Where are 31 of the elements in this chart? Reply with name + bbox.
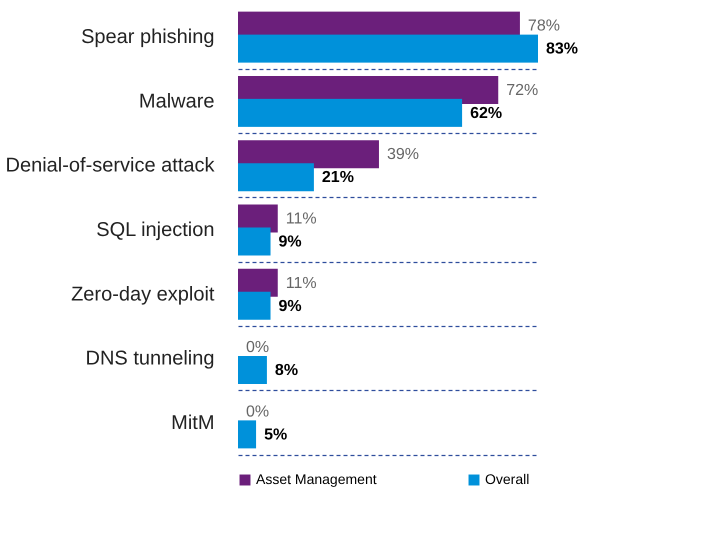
- data-label: 11%: [286, 274, 317, 292]
- data-label: 5%: [264, 426, 288, 444]
- data-label: 0%: [246, 403, 270, 420]
- data-label: 9%: [278, 233, 302, 250]
- bar: [238, 140, 379, 168]
- data-label: 72%: [506, 82, 538, 99]
- y-tick-label: MitM: [171, 412, 214, 434]
- bar: [238, 98, 462, 127]
- y-tick-label: Zero-day exploit: [71, 283, 215, 306]
- data-label: 21%: [322, 169, 354, 186]
- legend-label: Overall: [485, 471, 530, 487]
- y-tick-label: Spear phishing: [81, 26, 214, 48]
- bar: [238, 227, 271, 256]
- bar: [238, 420, 256, 448]
- bar: [238, 163, 314, 192]
- data-label: 0%: [246, 339, 270, 356]
- data-label: 9%: [278, 298, 302, 315]
- bar: [238, 356, 267, 384]
- legend-label: Asset Management: [256, 471, 377, 487]
- y-tick-label: DNS tunneling: [86, 348, 214, 370]
- y-tick-label: Denial-of-service attack: [6, 154, 216, 177]
- data-label: 39%: [386, 146, 419, 164]
- data-label: 11%: [286, 210, 317, 228]
- y-tick-label: Malware: [138, 90, 214, 112]
- data-label: 8%: [274, 362, 298, 380]
- data-label: 78%: [528, 18, 560, 35]
- bar: [238, 292, 271, 320]
- data-label: 83%: [546, 40, 578, 58]
- data-label: 62%: [470, 104, 502, 122]
- bar: [238, 34, 538, 63]
- y-tick-label: SQL injection: [96, 219, 214, 241]
